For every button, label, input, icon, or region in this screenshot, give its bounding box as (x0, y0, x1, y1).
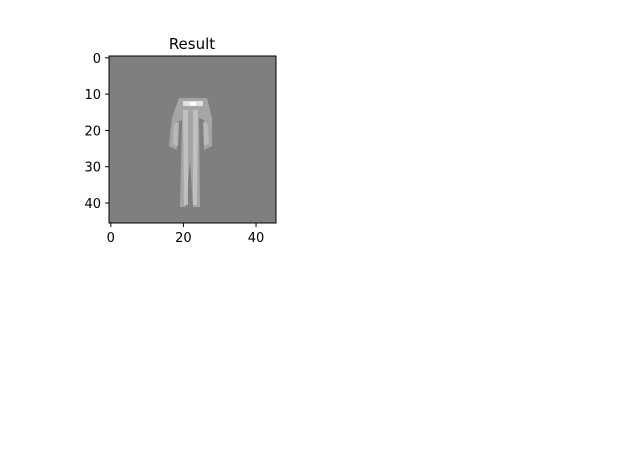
y-tick-label: 0 (93, 52, 101, 67)
y-axis-ticks: 0 10 20 30 40 (84, 52, 109, 212)
silhouette-left-leg (183, 110, 188, 205)
image-axes: 0 20 40 0 10 20 30 40 (84, 52, 277, 246)
y-tick-label: 40 (84, 197, 101, 212)
silhouette-right-leg (193, 110, 198, 205)
x-tick-label: 40 (248, 231, 265, 246)
plot-title: Result (169, 35, 215, 53)
silhouette-collar-highlight (190, 102, 196, 106)
axes-frame (108, 55, 277, 224)
y-tick-label: 10 (84, 88, 101, 103)
silhouette-body (169, 98, 212, 207)
y-tick-label: 30 (84, 161, 101, 176)
x-tick-label: 0 (107, 231, 115, 246)
y-tick-label: 20 (84, 124, 101, 139)
image-silhouette (169, 98, 212, 207)
silhouette-left-sleeve (173, 122, 179, 146)
x-axis-ticks: 0 20 40 (107, 223, 265, 246)
silhouette-right-sleeve (203, 122, 209, 146)
x-tick-label: 20 (175, 231, 192, 246)
